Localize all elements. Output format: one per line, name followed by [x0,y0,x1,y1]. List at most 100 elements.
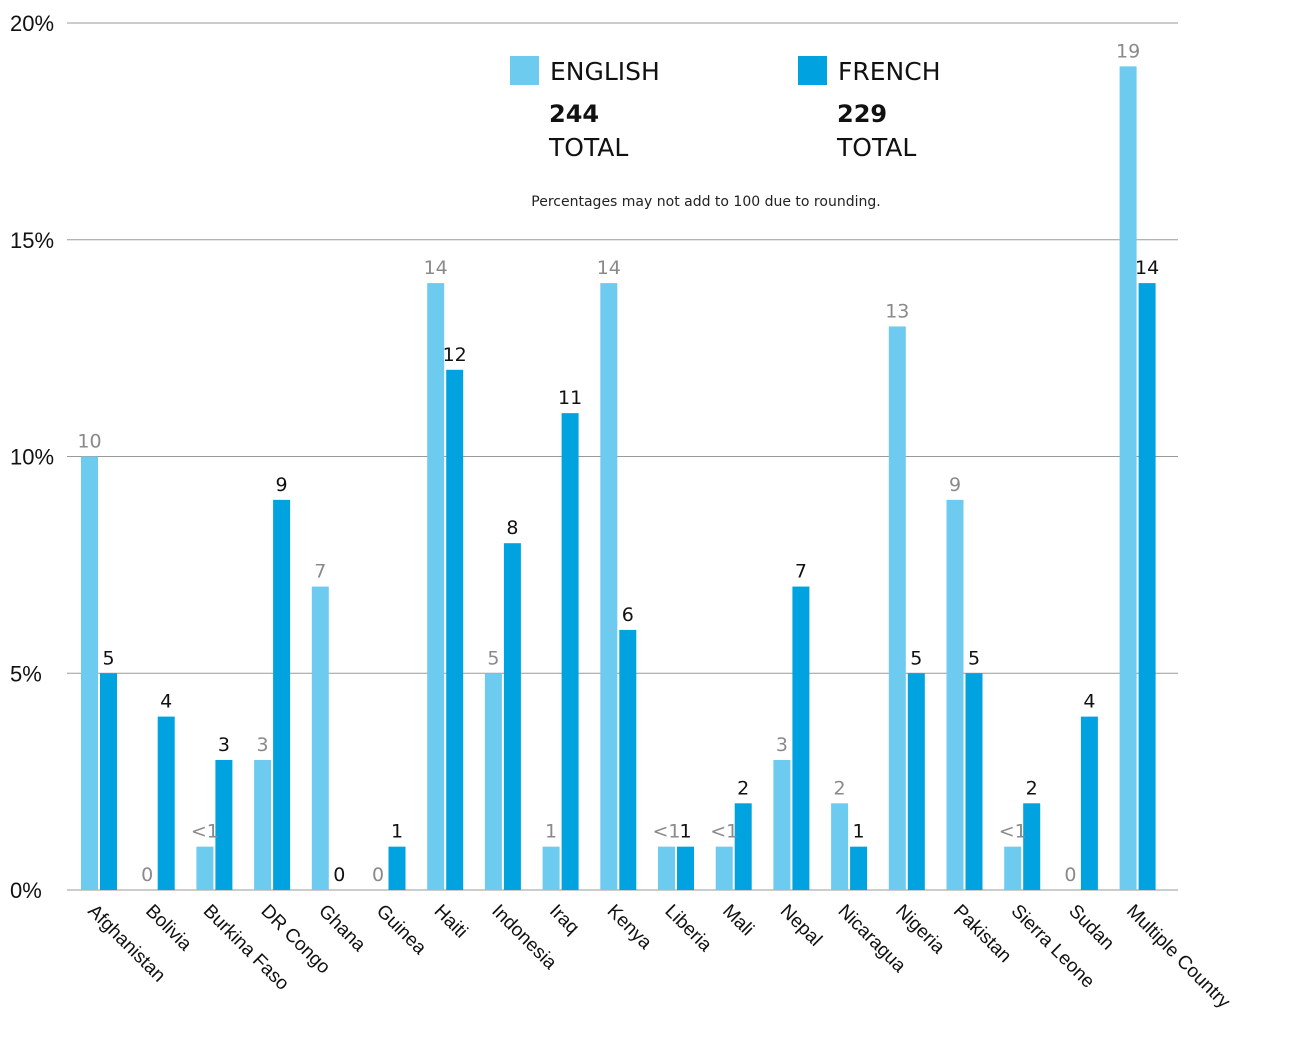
bar-english-iraq [542,846,560,890]
bar-english-liberia [658,846,675,890]
legend-total-french: 229 [837,100,887,128]
data-label-english-sierra-leone: <1 [999,821,1027,843]
y-tick-label: 0% [10,878,42,903]
bar-french-sudan [1080,716,1098,890]
data-label-english-guinea: 0 [372,864,384,886]
bar-english-pakistan [946,499,964,890]
y-tick-label: 5% [10,661,42,686]
data-label-french-mali: 2 [737,777,749,799]
data-label-french-nigeria: 5 [910,647,922,669]
bar-french-nigeria [907,673,925,890]
bar-french-liberia [677,846,694,890]
bars [81,66,1156,891]
data-label-french-sierra-leone: 2 [1026,777,1038,799]
data-label-french-iraq: 11 [558,387,582,409]
bar-french-nicaragua [850,846,868,890]
data-label-english-multiple-country: 19 [1116,40,1140,62]
category-label-nepal: Nepal [776,901,826,951]
bar-french-guinea [388,846,406,890]
data-label-english-bolivia: 0 [141,864,153,886]
data-label-english-haiti: 14 [424,257,448,279]
bar-french-pakistan [965,673,983,890]
category-label-mali: Mali [718,901,757,940]
legend-total-label-french: TOTAL [836,133,916,162]
category-label-pakistan: Pakistan [949,901,1015,967]
data-label-english-burkina-faso: <1 [191,821,219,843]
category-label-guinea: Guinea [372,901,430,959]
bar-english-multiple-country [1119,66,1137,891]
bar-french-multiple-country [1138,283,1156,891]
data-label-english-sudan: 0 [1064,864,1076,886]
data-label-french-afghanistan: 5 [102,647,114,669]
bar-english-sierra-leone [1004,846,1022,890]
category-label-ghana: Ghana [314,901,369,956]
data-label-french-ghana: 0 [333,864,345,886]
bar-english-haiti [427,283,445,891]
data-label-french-bolivia: 4 [160,691,172,713]
category-label-haiti: Haiti [430,901,472,943]
data-label-french-sudan: 4 [1083,691,1095,713]
data-label-english-dr-congo: 3 [257,734,269,756]
y-axis-ticks: 0% 5% 10% 15% 20% [10,11,54,903]
bar-french-kenya [619,629,637,890]
legend: ENGLISH 244 TOTAL FRENCH 229 TOTAL [510,56,941,162]
category-label-liberia: Liberia [660,901,715,956]
data-label-french-guinea: 1 [391,821,403,843]
data-label-french-indonesia: 8 [506,517,518,539]
bar-french-sierra-leone [1023,803,1041,890]
bar-english-mali [715,846,733,890]
y-tick-label: 15% [10,228,54,253]
data-label-french-nepal: 7 [795,561,807,583]
data-label-english-pakistan: 9 [949,474,961,496]
bar-french-dr-congo [273,499,291,890]
bar-english-indonesia [484,673,502,890]
data-label-french-burkina-faso: 3 [218,734,230,756]
legend-total-english: 244 [549,100,599,128]
data-label-french-dr-congo: 9 [276,474,288,496]
data-label-french-kenya: 6 [622,604,634,626]
data-label-english-nicaragua: 2 [834,777,846,799]
data-label-english-ghana: 7 [314,561,326,583]
legend-swatch-english [510,56,539,85]
legend-label-english: ENGLISH [550,57,660,86]
data-label-english-nepal: 3 [776,734,788,756]
category-label-nigeria: Nigeria [891,901,949,959]
rounding-note: Percentages may not add to 100 due to ro… [531,194,880,210]
data-label-english-afghanistan: 10 [77,431,101,453]
data-label-english-kenya: 14 [597,257,621,279]
data-label-french-pakistan: 5 [968,647,980,669]
data-label-english-liberia: <1 [652,821,680,843]
legend-swatch-french [798,56,827,85]
bar-french-burkina-faso [215,759,233,890]
data-label-english-mali: <1 [710,821,738,843]
bar-french-nepal [792,586,810,890]
bar-english-nicaragua [831,803,849,890]
bar-english-dr-congo [254,759,272,890]
data-label-english-indonesia: 5 [487,647,499,669]
category-label-iraq: Iraq [545,901,583,939]
bar-french-iraq [561,413,579,890]
bar-english-nepal [773,759,791,890]
data-label-french-liberia: 1 [679,821,691,843]
legend-total-label-english: TOTAL [548,133,628,162]
bar-english-burkina-faso [196,846,214,890]
bar-english-nigeria [888,326,906,890]
data-label-english-nigeria: 13 [885,300,909,322]
y-tick-label: 10% [10,445,54,470]
legend-label-french: FRENCH [838,57,941,86]
bar-french-mali [734,803,752,890]
data-label-french-haiti: 12 [443,344,467,366]
bar-french-bolivia [157,716,175,890]
category-label-sudan: Sudan [1064,901,1118,955]
bar-french-haiti [446,369,464,890]
category-label-kenya: Kenya [603,901,656,954]
bar-french-afghanistan [100,673,117,890]
data-label-french-nicaragua: 1 [853,821,865,843]
category-label-multiple-country: Multiple Country [1122,901,1234,1013]
bar-english-afghanistan [81,456,98,890]
data-label-english-iraq: 1 [545,821,557,843]
bar-french-indonesia [503,543,521,890]
